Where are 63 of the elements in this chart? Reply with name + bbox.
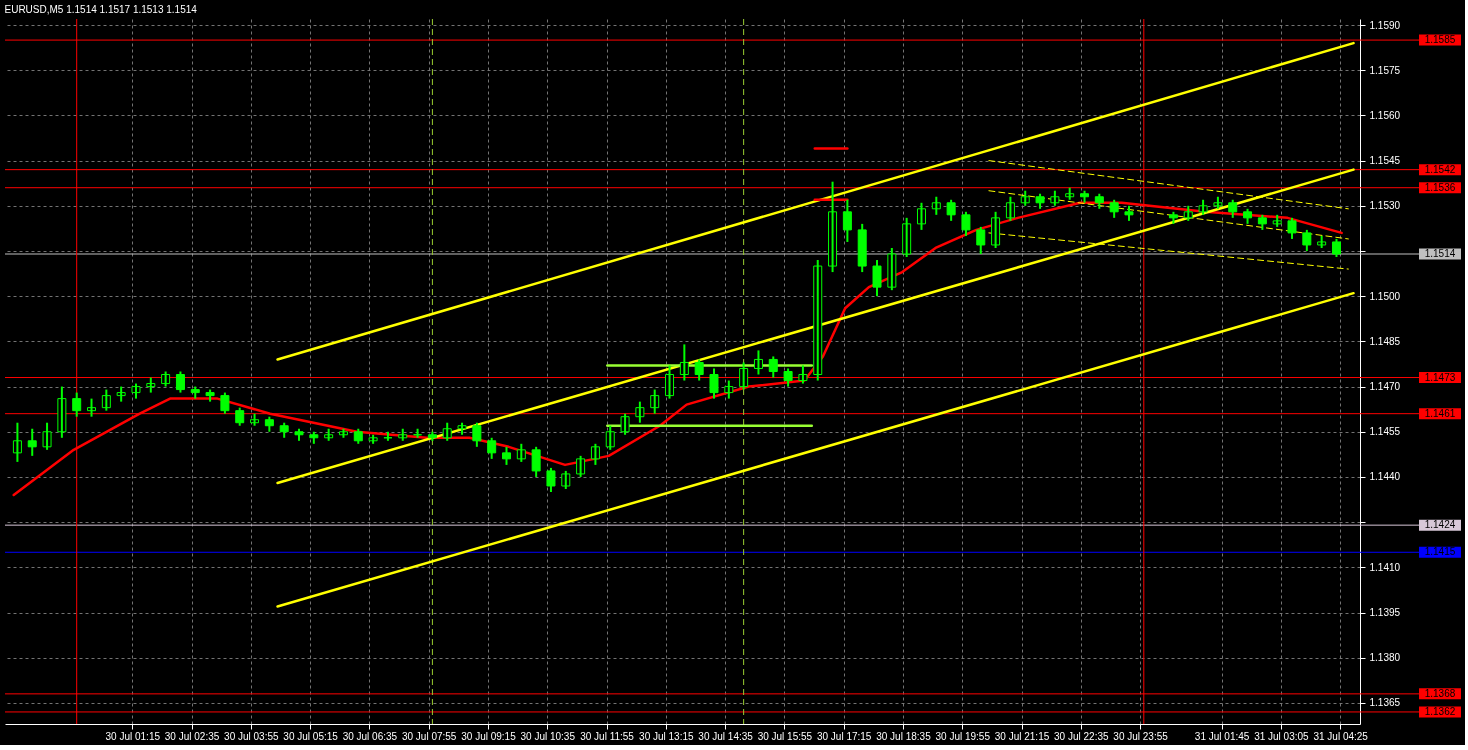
x-tick-label: 30 Jul 22:35: [1054, 730, 1109, 742]
x-tick-label: 30 Jul 19:55: [935, 730, 991, 742]
x-tick-label: 31 Jul 04:25: [1313, 730, 1369, 742]
ref-line-label: 1.1368: [1424, 687, 1456, 699]
x-tick-label: 30 Jul 03:55: [224, 730, 280, 742]
x-tick-label: 30 Jul 07:55: [401, 730, 457, 742]
candlestick: [546, 466, 556, 494]
x-tick-label: 30 Jul 06:35: [342, 730, 398, 742]
x-tick-label: 30 Jul 05:15: [283, 730, 339, 742]
y-tick-label: 1.1410: [1369, 561, 1401, 573]
y-tick-label: 1.1440: [1369, 471, 1401, 483]
x-tick-label: 30 Jul 01:15: [105, 730, 161, 742]
x-tick-label: 30 Jul 17:15: [816, 730, 872, 742]
ref-line-label: 1.1514: [1424, 248, 1456, 259]
y-tick-label: 1.1485: [1369, 335, 1401, 347]
candlestick: [635, 400, 645, 424]
candlestick: [1035, 192, 1045, 210]
x-tick-label: 31 Jul 03:05: [1254, 730, 1310, 742]
candlestick: [798, 364, 808, 385]
candlestick: [205, 388, 215, 403]
candlestick: [531, 445, 541, 478]
candlestick: [294, 427, 304, 442]
candlestick: [946, 198, 956, 222]
candlestick: [502, 445, 511, 466]
ref-line-label: 1.1461: [1424, 407, 1456, 419]
ref-line-label: 1.1415: [1424, 546, 1456, 558]
candlestick: [131, 382, 141, 400]
x-tick-label: 30 Jul 10:35: [520, 730, 576, 742]
candlestick: [368, 433, 378, 445]
candlestick: [1050, 189, 1060, 207]
ref-line-label: 1.1536: [1424, 181, 1456, 193]
ref-line-label: 1.1542: [1424, 163, 1456, 175]
ref-line-label: 1.1362: [1424, 705, 1456, 717]
chart-title: EURUSD,M5 1.1514 1.1517 1.1513 1.1514: [4, 3, 198, 15]
candlestick: [457, 421, 467, 436]
x-tick-label: 30 Jul 11:55: [580, 730, 635, 742]
y-tick-label: 1.1530: [1369, 200, 1401, 212]
y-tick-label: 1.1365: [1369, 697, 1401, 709]
candlestick: [1124, 204, 1134, 222]
candlestick: [872, 259, 882, 298]
ref-line-label: 1.1424: [1424, 519, 1456, 531]
candlestick: [783, 367, 793, 388]
y-tick-label: 1.1560: [1369, 109, 1401, 121]
y-tick-label: 1.1455: [1369, 426, 1401, 438]
x-tick-label: 30 Jul 15:55: [757, 730, 813, 742]
y-tick-label: 1.1590: [1369, 19, 1401, 31]
candlestick: [961, 210, 971, 237]
x-tick-label: 30 Jul 23:55: [1113, 730, 1169, 742]
x-tick-label: 30 Jul 14:35: [698, 730, 754, 742]
y-tick-label: 1.1470: [1369, 381, 1401, 393]
x-tick-label: 31 Jul 01:45: [1194, 730, 1250, 742]
y-tick-label: 1.1380: [1369, 652, 1401, 664]
x-tick-label: 30 Jul 21:15: [994, 730, 1050, 742]
ref-line-label: 1.1585: [1424, 34, 1456, 46]
x-tick-label: 30 Jul 13:15: [639, 730, 694, 742]
x-tick-label: 30 Jul 18:35: [876, 730, 932, 742]
y-tick-label: 1.1575: [1369, 64, 1401, 76]
y-tick-label: 1.1500: [1369, 290, 1401, 302]
y-tick-label: 1.1545: [1369, 155, 1401, 167]
x-tick-label: 30 Jul 09:15: [461, 730, 517, 742]
ref-line-label: 1.1473: [1424, 371, 1456, 383]
y-tick-label: 1.1395: [1369, 607, 1401, 619]
x-tick-label: 30 Jul 02:35: [164, 730, 220, 742]
